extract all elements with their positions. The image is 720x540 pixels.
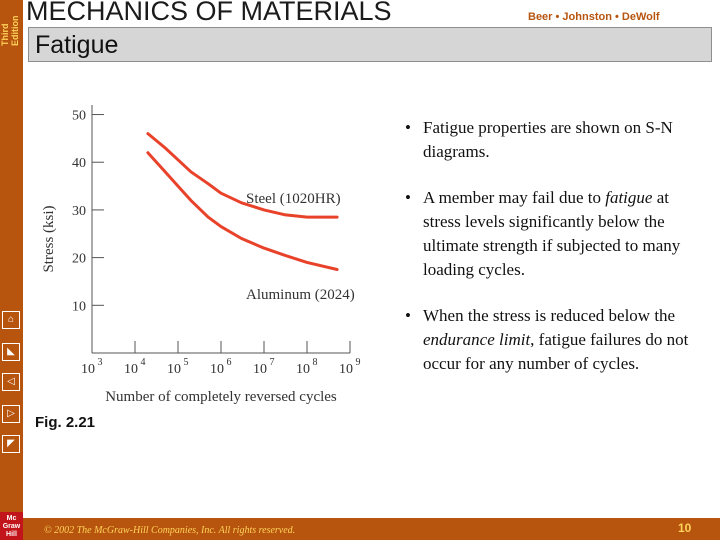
bullet-list: • Fatigue properties are shown on S-N dia… [403,116,708,398]
book-title: MECHANICS OF MATERIALS [26,0,392,26]
x-tick-label: 10 [124,362,138,377]
bullet-text: When the stress is reduced below the [423,306,676,325]
bullet-item: • Fatigue properties are shown on S-N dia… [405,118,673,161]
y-tick-label: 50 [72,109,86,124]
bullet-item: • A member may fail due to fatigue at str… [405,188,681,279]
x-tick-exponent: 6 [227,357,232,368]
y-axis-label: Stress (ksi) [41,205,57,272]
x-tick-label: 10 [296,362,310,377]
y-tick-label: 10 [72,299,86,314]
x-tick-exponent: 5 [184,357,189,368]
bullet-text: , fatigue failures do not occur for any … [423,330,689,373]
slide-title: Fatigue [35,31,119,59]
home-icon[interactable]: ⌂ [2,311,20,329]
y-tick-label: 30 [72,204,86,219]
x-tick-label: 10 [339,362,353,377]
first-icon[interactable]: ◣ [2,343,20,361]
bullet-item: • When the stress is reduced below the en… [405,306,689,373]
x-tick-exponent: 9 [356,357,361,368]
y-tick-label: 40 [72,156,86,171]
series-line-aluminum [146,151,339,271]
bullet-text: Fatigue properties are shown on S-N diag… [423,118,673,161]
sidebar: Third Edition ⌂ ◣ ◁ ▷ ◤ Mc Graw Hill [0,0,23,540]
authors: Beer • Johnston • DeWolf [528,11,660,23]
bullet-text: A member may fail due to [423,188,606,207]
footer-bar [23,518,720,540]
last-icon[interactable]: ◤ [2,435,20,453]
x-tick-exponent: 8 [313,357,318,368]
series-line-steel [146,132,339,219]
figure-label: Fig. 2.21 [35,414,96,431]
publisher-logo: Mc Graw Hill [0,512,23,540]
x-tick-label: 10 [253,362,267,377]
x-tick-exponent: 3 [98,357,103,368]
x-tick-label: 10 [167,362,181,377]
bullet-text: at stress levels significantly below the… [423,188,681,279]
series-label: Aluminum (2024) [246,287,355,303]
copyright: © 2002 The McGraw-Hill Companies, Inc. A… [44,525,296,536]
edition-label: Third Edition [0,15,20,47]
page-number: 10 [678,521,692,535]
bullet-emphasis: fatigue [605,188,653,207]
x-tick-label: 10 [81,362,95,377]
x-axis-label: Number of completely reversed cycles [105,389,337,405]
x-tick-exponent: 7 [270,357,275,368]
slide-title-bar: Fatigue [28,27,712,62]
previous-icon[interactable]: ◁ [2,373,20,391]
x-tick-exponent: 4 [141,357,146,368]
bullet-emphasis: endurance limit [423,330,531,349]
series-label: Steel (1020HR) [246,191,341,207]
x-tick-label: 10 [210,362,224,377]
y-tick-label: 20 [72,252,86,267]
next-icon[interactable]: ▷ [2,405,20,423]
